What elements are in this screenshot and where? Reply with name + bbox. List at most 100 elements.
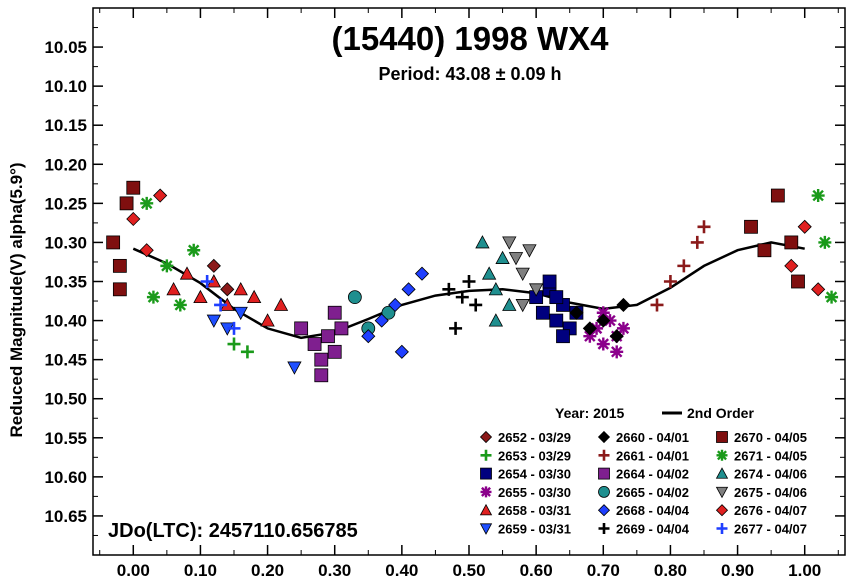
- data-point: [616, 321, 630, 335]
- legend-fit-label: 2nd Order: [687, 405, 754, 421]
- data-point: [112, 258, 127, 273]
- data-point: [347, 290, 362, 305]
- series-2660: [569, 297, 631, 344]
- series-2674: [475, 235, 517, 327]
- legend-label: 2675 - 04/06: [734, 485, 807, 500]
- data-point: [811, 189, 825, 203]
- data-point: [469, 298, 483, 312]
- legend-marker: [480, 467, 492, 480]
- data-point: [381, 305, 396, 320]
- data-point: [549, 290, 564, 305]
- data-point: [307, 337, 322, 351]
- legend-marker: [480, 449, 492, 461]
- series-2661: [650, 220, 711, 312]
- legend-item: 2669 - 04/04: [598, 522, 690, 537]
- legend-marker: [715, 504, 729, 517]
- data-point: [616, 297, 631, 313]
- legend-item: 2661 - 04/01: [598, 448, 689, 463]
- legend-label: 2664 - 04/02: [616, 467, 689, 482]
- data-point: [549, 313, 564, 328]
- legend-marker: [598, 467, 610, 480]
- legend-item: 2677 - 04/07: [716, 522, 807, 537]
- data-point: [227, 337, 241, 351]
- legend-label: 2677 - 04/07: [734, 522, 807, 537]
- data-point: [522, 244, 537, 258]
- series-2665: [347, 290, 396, 336]
- legend-label: 2669 - 04/04: [616, 522, 690, 537]
- x-tick-label: 0.20: [251, 561, 284, 580]
- data-point: [200, 275, 214, 288]
- legend-label: 2674 - 04/06: [734, 467, 807, 482]
- legend-label: 2676 - 04/07: [734, 503, 807, 518]
- data-point: [784, 258, 799, 273]
- data-point: [502, 297, 517, 311]
- data-point: [677, 259, 691, 273]
- legend-label: 2661 - 04/01: [616, 448, 689, 463]
- data-point: [361, 329, 376, 344]
- data-point: [582, 321, 597, 336]
- legend-marker: [479, 430, 493, 444]
- data-points: [106, 180, 839, 383]
- data-point: [227, 321, 241, 335]
- data-point: [233, 281, 248, 296]
- x-tick-label: 0.70: [587, 561, 620, 580]
- legend-label: 2670 - 04/05: [734, 430, 807, 445]
- data-point: [119, 196, 134, 211]
- data-point: [240, 345, 254, 359]
- y-tick-label: 10.50: [44, 390, 87, 409]
- data-point: [502, 236, 517, 250]
- legend-item: 2676 - 04/07: [715, 503, 807, 518]
- legend-label: 2654 - 03/30: [498, 467, 571, 482]
- data-point: [475, 235, 490, 249]
- data-point: [455, 290, 469, 304]
- data-point: [246, 289, 262, 304]
- y-axis-ticks: 10.05 10.10 10.15 10.20 10.25 10.30 10.35 10.40…: [44, 27, 845, 536]
- data-point: [818, 235, 832, 249]
- data-point: [314, 352, 329, 367]
- data-point: [770, 188, 785, 203]
- data-point: [596, 337, 610, 351]
- legend-marker: [597, 504, 611, 517]
- data-point: [206, 314, 222, 328]
- legend-item: 2665 - 04/02: [598, 485, 689, 500]
- data-point: [744, 219, 758, 234]
- data-point: [233, 306, 248, 321]
- data-point: [515, 299, 530, 313]
- legend-marker: [597, 430, 611, 444]
- legend-item: 2664 - 04/02: [598, 467, 689, 482]
- legend-item: 2654 - 03/30: [480, 467, 571, 482]
- x-axis-ticks: 0.00 0.10 0.20 0.30 0.40 0.50 0.60 0.70 0.80 0.90…: [99, 8, 839, 580]
- legend-marker: [716, 449, 728, 461]
- data-point: [394, 344, 409, 359]
- y-tick-label: 10.20: [44, 155, 87, 174]
- data-point: [596, 306, 610, 320]
- data-point: [214, 298, 228, 312]
- legend-year: Year: 2015: [555, 405, 624, 421]
- legend-item: 2655 - 03/30: [480, 485, 571, 500]
- x-tick-label: 0.10: [184, 561, 217, 580]
- data-point: [825, 290, 839, 304]
- x-tick-label: 0.60: [520, 561, 553, 580]
- x-tick-label: 0.90: [721, 561, 754, 580]
- data-point: [327, 305, 342, 320]
- y-tick-label: 10.40: [44, 312, 87, 331]
- legend-marker: [598, 485, 610, 498]
- data-point: [187, 243, 201, 257]
- data-point: [449, 321, 463, 335]
- legend-item: 2659 - 03/31: [479, 522, 571, 537]
- data-point: [569, 305, 584, 320]
- data-point: [797, 219, 812, 234]
- legend-label: 2652 - 03/29: [498, 430, 571, 445]
- legend-label: 2668 - 04/04: [616, 503, 690, 518]
- y-axis-label: Reduced Magnitude(V) alpha(5.9°): [7, 162, 26, 437]
- data-point: [481, 266, 497, 280]
- data-point: [273, 297, 289, 311]
- data-point: [294, 321, 309, 336]
- legend-marker: [598, 449, 610, 461]
- series-2668: [361, 266, 430, 359]
- x-tick-label: 0.80: [654, 561, 687, 580]
- legend-marker: [716, 523, 728, 534]
- data-point: [173, 298, 187, 312]
- series-2677: [200, 275, 241, 335]
